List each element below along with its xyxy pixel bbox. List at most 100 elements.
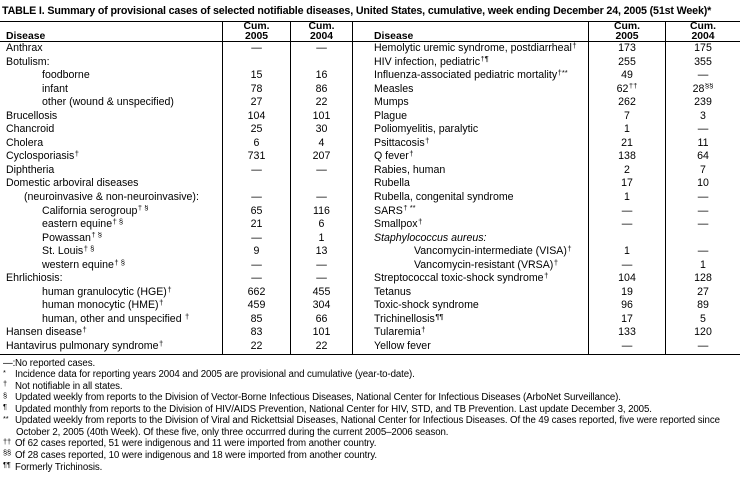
case-count-cell: 22	[290, 96, 352, 110]
header-disease-left: Disease	[6, 30, 46, 42]
footnote-marker: †	[167, 285, 172, 294]
footnote-marker: —:	[3, 357, 16, 369]
case-count-cell: 1	[588, 245, 665, 259]
disease-label: Domestic arboviral diseases	[6, 177, 139, 190]
case-count-cell: —	[665, 123, 740, 137]
case-count-cell: 25	[222, 123, 290, 137]
disease-label: (neuroinvasive & non-neuroinvasive):	[24, 191, 199, 204]
case-count-cell: 1	[665, 258, 740, 273]
footnote-marker: †	[418, 218, 423, 226]
case-count-cell: 455	[290, 285, 352, 300]
summary-table: Disease Cum. 2005 Cum. 2004 Disease Cum.…	[0, 21, 740, 355]
case-count-cell: 66	[290, 312, 352, 327]
header-cum-2005-left: Cum. 2005	[222, 22, 290, 43]
table-body: Anthrax — — Hemolytic uremic syndrome, post…	[0, 42, 740, 355]
case-count-cell: 133	[588, 326, 665, 341]
case-count-cell: —	[290, 42, 352, 56]
footnote: —:No reported cases.	[3, 357, 96, 369]
footnote-marker: †	[567, 245, 572, 254]
case-count-cell: —	[588, 218, 665, 232]
disease-label: Rubella, congenital syndrome	[352, 191, 588, 205]
header-year-label: 2005	[244, 30, 269, 42]
case-count-cell: 13	[290, 245, 352, 259]
footnote: § Updated weekly from reports to the Divi…	[3, 390, 621, 404]
footnote-marker: †	[159, 299, 164, 308]
disease-label: Anthrax	[6, 42, 43, 54]
footnote-marker: †	[82, 326, 87, 335]
header-cum-label: Cum.	[690, 21, 716, 32]
case-count-cell: 21	[222, 218, 290, 232]
footnote-marker: **	[3, 413, 9, 423]
case-count-cell: 116	[290, 204, 352, 219]
case-count-cell: —	[665, 218, 740, 232]
disease-label: Ehrlichiosis:	[6, 272, 63, 285]
case-count-cell: 15	[222, 69, 290, 83]
footnote-marker: † §	[83, 245, 95, 254]
disease-label: Diphtheria	[6, 163, 55, 176]
disease-label: Hantavirus pulmonary syndrome†	[6, 340, 164, 353]
footnote-marker: ¶	[3, 402, 7, 412]
disease-label: Rabies, human	[352, 163, 588, 178]
case-count-cell: 3	[665, 109, 740, 124]
case-count-cell: 85	[222, 312, 290, 327]
disease-label: human monocytic (HME)†	[42, 299, 164, 312]
case-count-cell: 207	[290, 150, 352, 164]
case-count-cell: —	[588, 204, 665, 219]
case-count-cell: —	[665, 245, 740, 259]
case-count-cell: 138	[588, 150, 665, 164]
disease-label: Vancomycin-intermediate (VISA)†	[352, 245, 588, 259]
case-count-cell	[665, 231, 740, 246]
case-count-cell: 64	[665, 150, 740, 164]
disease-label: Streptococcal toxic-shock syndrome†	[352, 272, 588, 286]
disease-label: infant	[42, 82, 68, 95]
case-count-cell: 239	[665, 96, 740, 110]
case-count-cell	[222, 55, 290, 70]
case-count-cell: 731	[222, 150, 290, 164]
header-disease-right: Disease	[352, 22, 588, 43]
case-count-cell: —	[290, 272, 352, 286]
footnote-marker: † §	[137, 204, 149, 213]
case-count-cell: —	[665, 191, 740, 205]
case-count-cell: 7	[588, 109, 665, 124]
footnote-marker: ¶¶	[435, 312, 444, 321]
footnote-marker: †	[425, 136, 430, 145]
case-count-cell: 173	[588, 42, 665, 56]
case-count-cell: —	[588, 340, 665, 354]
footnote-marker: †	[572, 42, 577, 50]
footnote: ¶¶ Formerly Trichinosis.	[3, 459, 103, 473]
disease-label: Rubella	[352, 177, 588, 192]
disease-label: Measles	[352, 82, 588, 97]
footnote-marker: † §	[114, 258, 125, 267]
case-count-cell: 22	[290, 340, 352, 354]
disease-label: Influenza-associated pediatric mortality…	[352, 69, 588, 83]
footnote: † Not notifiable in all states.	[3, 379, 123, 392]
case-count-cell: 27	[665, 285, 740, 300]
case-count-cell: —	[665, 69, 740, 83]
case-count-cell: 1	[588, 191, 665, 205]
footnote-marker: §§	[704, 82, 714, 91]
case-count-cell: 10	[665, 177, 740, 192]
case-count-cell: 78	[222, 82, 290, 97]
footnote-marker: §	[3, 390, 8, 400]
disease-label: Psittacosis†	[352, 136, 588, 151]
case-count-cell: 5	[665, 312, 740, 327]
case-count-cell: 86	[290, 82, 352, 97]
case-count-cell: —	[290, 258, 352, 273]
case-count-cell: —	[222, 231, 290, 246]
header-cum-2004-right: Cum. 2004	[665, 22, 740, 43]
case-count-cell	[290, 55, 352, 70]
disease-label: SARS† **	[352, 204, 588, 219]
footnote: * Incidence data for reporting years 2004…	[3, 367, 415, 381]
disease-label: Brucellosis	[6, 109, 58, 122]
case-count-cell: 6	[290, 218, 352, 232]
header-cum-label: Cum.	[614, 21, 640, 32]
case-count-cell: —	[222, 42, 290, 56]
case-count-cell: 175	[665, 42, 740, 56]
case-count-cell: 16	[290, 69, 352, 83]
disease-label: Yellow fever	[352, 340, 588, 354]
disease-label: Toxic-shock syndrome	[352, 299, 588, 313]
disease-label: Tetanus	[352, 285, 588, 300]
case-count-cell: 104	[222, 109, 290, 124]
case-count-cell: 96	[588, 299, 665, 313]
